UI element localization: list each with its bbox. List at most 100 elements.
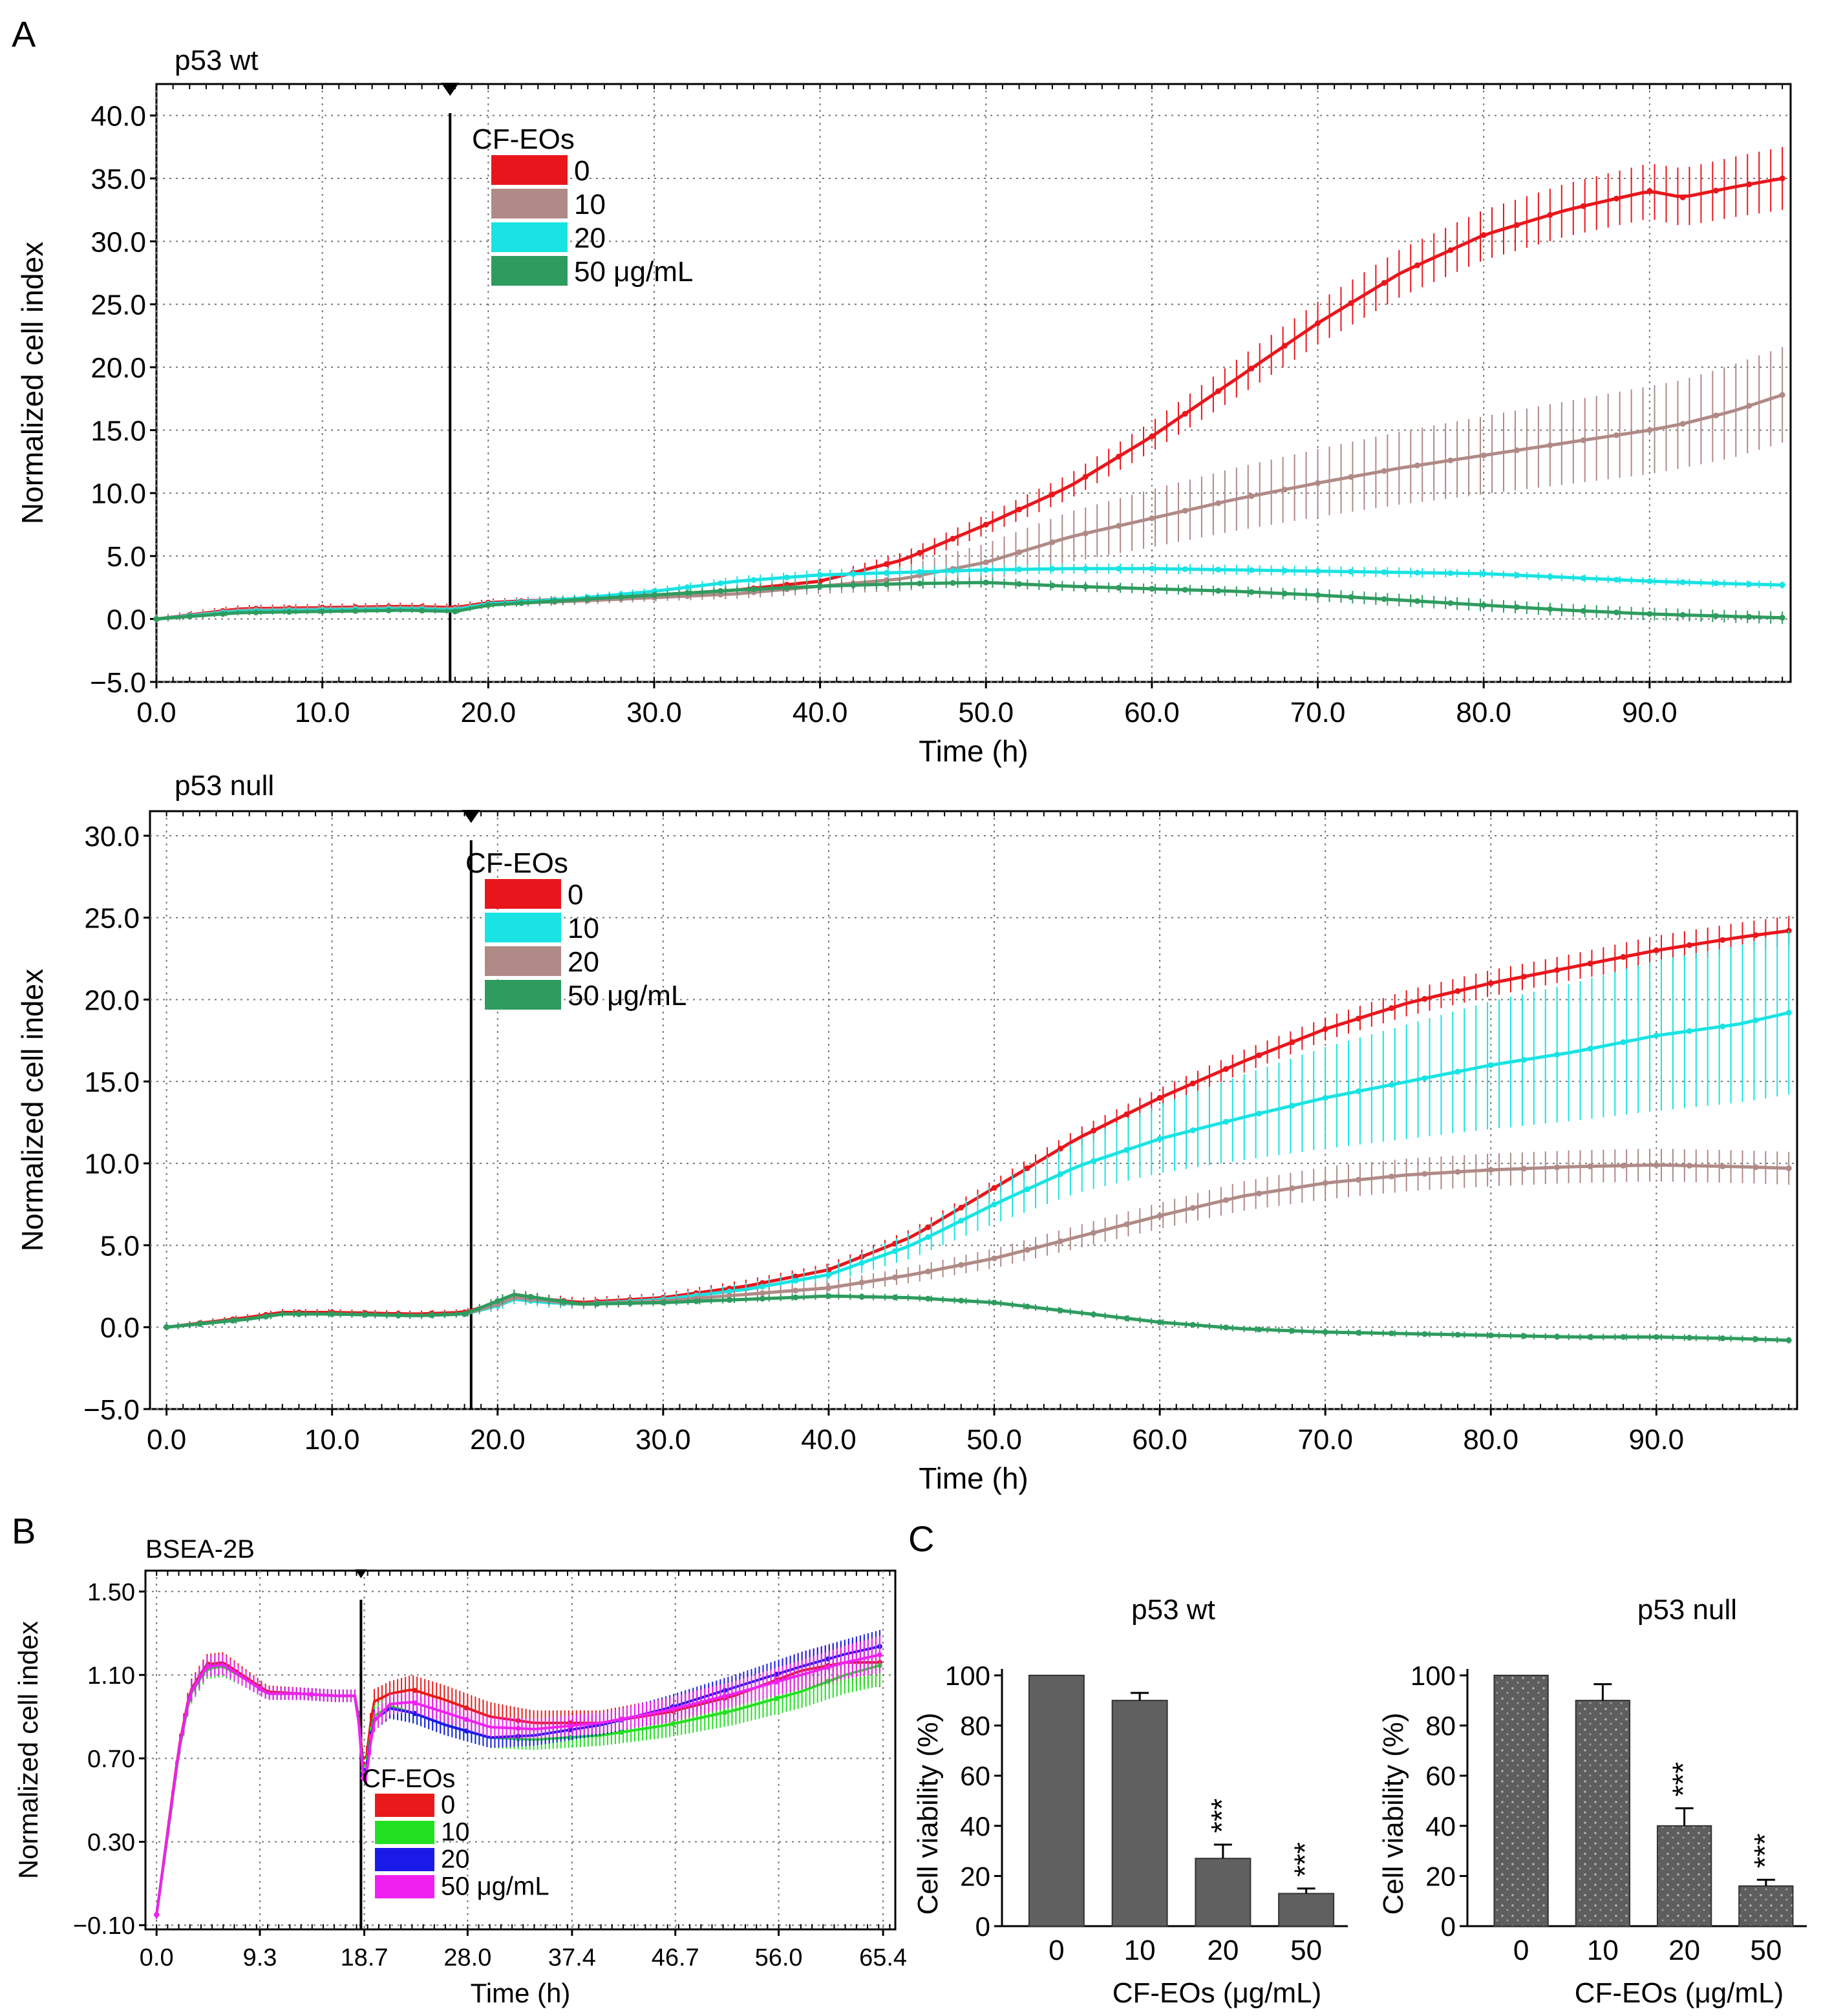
data-point <box>1223 1118 1230 1125</box>
data-point <box>627 1300 634 1306</box>
data-point <box>567 1734 573 1740</box>
data-point <box>1355 1088 1361 1094</box>
data-point <box>684 590 690 597</box>
x-tick-label: 0 <box>1513 1935 1529 1966</box>
data-point <box>1580 203 1586 209</box>
data-point <box>1156 1136 1163 1142</box>
data-point <box>1613 610 1620 616</box>
bar <box>1738 1885 1794 1927</box>
data-point <box>1082 566 1089 572</box>
data-point <box>718 580 724 586</box>
data-point <box>858 1293 865 1300</box>
data-point <box>1248 493 1255 500</box>
data-point <box>412 1700 418 1706</box>
data-point <box>1248 365 1255 372</box>
series-line <box>166 1293 1789 1342</box>
series-line <box>156 580 1783 621</box>
data-point <box>1422 1331 1428 1337</box>
treatment-marker-triangle <box>355 1569 367 1578</box>
x-axis-label: CF-EOs (μg/mL) <box>1575 1977 1784 2009</box>
y-tick-label: 0.0 <box>100 1312 140 1344</box>
data-point <box>619 1729 624 1735</box>
data-point <box>1687 1162 1693 1169</box>
data-point <box>1487 1062 1494 1068</box>
data-point <box>660 1299 666 1306</box>
y-tick-label: 100 <box>945 1661 990 1691</box>
data-point <box>991 1299 997 1306</box>
data-point <box>1620 1162 1626 1169</box>
data-point <box>1223 1197 1230 1204</box>
data-point <box>153 616 160 622</box>
data-point <box>1480 602 1487 608</box>
data-point <box>1348 594 1354 600</box>
x-tick-label: 0.0 <box>136 697 176 728</box>
data-point <box>1182 566 1188 573</box>
data-point <box>958 1262 964 1268</box>
data-point <box>1024 1186 1030 1193</box>
data-point <box>1620 1039 1626 1045</box>
y-tick-label: 40.0 <box>91 101 146 133</box>
x-tick-label: 50 <box>1290 1935 1322 1966</box>
data-point <box>1355 1330 1361 1336</box>
data-point <box>1487 1167 1494 1173</box>
data-point <box>1123 1221 1130 1227</box>
data-point <box>1223 1066 1230 1072</box>
data-point <box>1785 1010 1792 1016</box>
data-point <box>850 571 857 577</box>
legend-label: 20 <box>441 1845 470 1874</box>
legend-swatch <box>491 189 568 218</box>
data-point <box>1752 1336 1759 1342</box>
data-point <box>619 1716 624 1722</box>
x-axis-label: Time (h) <box>919 1461 1028 1495</box>
data-point <box>783 584 790 591</box>
data-point <box>1091 1311 1097 1318</box>
series-3 <box>153 577 1785 624</box>
data-point <box>1016 506 1023 513</box>
data-point <box>751 577 757 583</box>
data-point <box>1289 1103 1295 1109</box>
y-tick-label: −5.0 <box>83 1394 140 1426</box>
x-tick-label: 50.0 <box>966 1424 1022 1456</box>
data-point <box>1687 1335 1693 1341</box>
y-axis-label: Normalized cell index <box>16 242 49 524</box>
data-point <box>1713 412 1720 419</box>
data-point <box>1447 600 1454 606</box>
y-tick-label: 10.0 <box>84 1149 140 1180</box>
data-point <box>1547 606 1553 612</box>
x-tick-label: 10.0 <box>295 697 350 728</box>
x-tick-label: 65.4 <box>859 1944 907 1971</box>
data-point <box>1447 457 1454 463</box>
x-tick-label: 60.0 <box>1132 1424 1187 1456</box>
data-point <box>1480 232 1487 239</box>
data-point <box>1189 1127 1196 1134</box>
data-point <box>1156 1213 1163 1219</box>
data-point <box>1779 392 1785 398</box>
data-point <box>718 588 724 594</box>
data-point <box>1049 539 1056 546</box>
data-point <box>567 1723 573 1729</box>
legend-label: 20 <box>568 946 599 978</box>
data-point <box>793 1294 799 1300</box>
x-tick-label: 60.0 <box>1124 697 1180 728</box>
data-point <box>593 1300 600 1307</box>
data-point <box>1587 1333 1593 1340</box>
data-point <box>1547 442 1553 449</box>
x-tick-label: 10 <box>1124 1935 1156 1966</box>
data-point <box>1746 581 1752 588</box>
data-point <box>319 608 326 615</box>
x-tick-label: 10.0 <box>304 1424 360 1456</box>
data-point <box>1281 568 1288 574</box>
data-point <box>983 567 989 573</box>
data-point <box>257 1686 263 1692</box>
legend-title: CF-EOs <box>472 123 575 155</box>
x-axis-label: Time (h) <box>471 1978 571 2008</box>
data-point <box>925 1234 932 1240</box>
data-point <box>1156 1094 1163 1101</box>
data-point <box>1554 1164 1560 1171</box>
data-point <box>1447 570 1454 577</box>
data-point <box>1713 187 1720 194</box>
data-point <box>651 592 657 599</box>
data-point <box>1554 1052 1560 1058</box>
data-point <box>1547 573 1553 580</box>
y-tick-label: 1.50 <box>87 1579 135 1606</box>
